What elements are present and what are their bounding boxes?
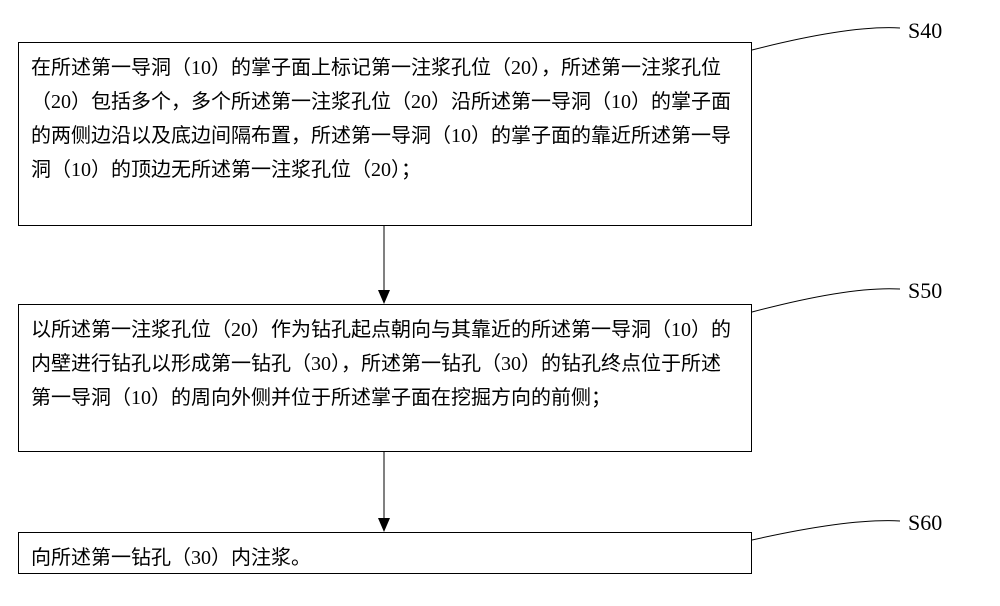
box-text: 在所述第一导洞（10）的掌子面上标记第一注浆孔位（20），所述第一注浆孔位（20… <box>31 57 731 181</box>
step-label-s40: S40 <box>908 18 942 44</box>
leader-line <box>752 289 900 312</box>
flowchart-box-s40: 在所述第一导洞（10）的掌子面上标记第一注浆孔位（20），所述第一注浆孔位（20… <box>18 42 752 226</box>
box-text: 向所述第一钻孔（30）内注浆。 <box>31 547 311 569</box>
flowchart-box-s60: 向所述第一钻孔（30）内注浆。 <box>18 532 752 574</box>
step-label-s50: S50 <box>908 278 942 304</box>
box-text: 以所述第一注浆孔位（20）作为钻孔起点朝向与其靠近的所述第一导洞（10）的内壁进… <box>31 319 731 409</box>
flowchart-container: 在所述第一导洞（10）的掌子面上标记第一注浆孔位（20），所述第一注浆孔位（20… <box>0 0 1000 606</box>
leader-line <box>752 521 900 540</box>
step-label-s60: S60 <box>908 510 942 536</box>
arrow-head-icon <box>378 518 390 532</box>
leader-line <box>752 28 900 50</box>
flowchart-box-s50: 以所述第一注浆孔位（20）作为钻孔起点朝向与其靠近的所述第一导洞（10）的内壁进… <box>18 304 752 452</box>
arrow-head-icon <box>378 290 390 304</box>
